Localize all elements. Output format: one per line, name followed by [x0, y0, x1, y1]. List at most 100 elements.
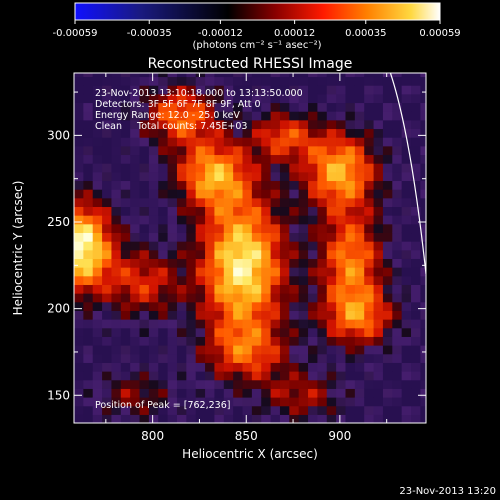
heatmap-cell: [401, 397, 412, 407]
heatmap-cell: [251, 327, 262, 337]
heatmap-cell: [139, 284, 150, 294]
heatmap-cell: [120, 345, 131, 355]
heatmap-cell: [373, 249, 384, 259]
heatmap-cell: [354, 119, 365, 130]
heatmap-cell: [176, 284, 187, 294]
heatmap-cell: [242, 93, 253, 104]
heatmap-cell: [167, 111, 178, 121]
heatmap-cell: [392, 379, 403, 389]
heatmap-cell: [354, 371, 365, 381]
heatmap-cell: [261, 73, 272, 78]
heatmap-cell: [120, 319, 131, 329]
heatmap-cell: [261, 310, 272, 320]
heatmap-cell: [120, 310, 131, 320]
x-axis-label: Heliocentric X (arcsec): [182, 447, 318, 461]
x-tick-label: 900: [328, 429, 351, 443]
heatmap-cell: [130, 119, 141, 130]
y-tick-label: 300: [47, 128, 70, 142]
heatmap-cell: [298, 137, 309, 147]
heatmap-cell: [401, 405, 412, 415]
heatmap-cell: [167, 163, 178, 173]
heatmap-cell: [176, 275, 187, 285]
heatmap-cell: [205, 145, 216, 156]
heatmap-cell: [167, 249, 178, 259]
heatmap-cell: [364, 379, 375, 389]
heatmap-cell: [298, 284, 309, 294]
heatmap-cell: [289, 223, 300, 234]
heatmap-cell: [420, 379, 426, 389]
heatmap-cell: [354, 362, 365, 372]
heatmap-cell: [317, 128, 328, 138]
heatmap-cell: [261, 379, 272, 389]
heatmap-cell: [223, 327, 234, 337]
heatmap-cell: [382, 362, 393, 372]
heatmap-cell: [111, 215, 122, 225]
heatmap-cell: [223, 275, 234, 285]
heatmap-cell: [289, 73, 300, 78]
heatmap-cell: [205, 73, 216, 78]
heatmap-cell: [205, 119, 216, 130]
heatmap-cell: [186, 319, 197, 329]
heatmap-cell: [102, 137, 113, 147]
heatmap-cell: [214, 388, 225, 398]
heatmap-cell: [83, 249, 94, 259]
heatmap-cell: [139, 397, 150, 407]
heatmap-cell: [289, 163, 300, 173]
heatmap-cell: [92, 362, 103, 372]
heatmap-cell: [223, 319, 234, 329]
heatmap-cell: [326, 310, 337, 320]
heatmap-cell: [233, 414, 244, 423]
heatmap-cell: [411, 371, 421, 381]
heatmap-cell: [270, 345, 281, 355]
heatmap-cell: [111, 137, 122, 147]
heatmap-cell: [167, 310, 178, 320]
heatmap-cell: [420, 137, 426, 147]
heatmap-cell: [195, 145, 206, 156]
heatmap-cell: [401, 163, 412, 173]
heatmap-cell: [298, 73, 309, 78]
heatmap-cell: [270, 267, 281, 277]
heatmap-cell: [279, 145, 290, 156]
heatmap-cell: [261, 223, 272, 234]
heatmap-cell: [130, 405, 141, 415]
heatmap-cell: [261, 405, 272, 415]
heatmap-cell: [345, 180, 356, 190]
heatmap-cell: [223, 93, 234, 104]
heatmap-cell: [139, 293, 150, 303]
heatmap-cell: [111, 119, 122, 130]
heatmap-cell: [308, 249, 319, 259]
heatmap-cell: [148, 371, 159, 381]
heatmap-cell: [317, 119, 328, 130]
heatmap-cell: [345, 249, 356, 259]
heatmap-cell: [336, 353, 347, 363]
heatmap-cell: [148, 293, 159, 303]
heatmap-cell: [382, 128, 393, 138]
heatmap-cell: [214, 336, 225, 346]
heatmap-cell: [139, 73, 150, 78]
heatmap-cell: [130, 85, 141, 95]
heatmap-cell: [139, 180, 150, 190]
heatmap-cell: [242, 353, 253, 363]
heatmap-cell: [336, 397, 347, 407]
heatmap-cell: [214, 163, 225, 173]
heatmap-cell: [251, 197, 262, 208]
heatmap-cell: [111, 353, 122, 363]
heatmap-cell: [420, 76, 426, 86]
heatmap-cell: [167, 180, 178, 190]
heatmap-cell: [120, 111, 131, 121]
heatmap-cell: [308, 128, 319, 138]
heatmap-cell: [102, 293, 113, 303]
heatmap-cell: [83, 163, 94, 173]
heatmap-cell: [392, 336, 403, 346]
heatmap-cell: [364, 353, 375, 363]
heatmap-cell: [326, 119, 337, 130]
heatmap-cell: [148, 379, 159, 389]
heatmap-cell: [158, 249, 169, 259]
heatmap-cell: [326, 371, 337, 381]
heatmap-cell: [92, 327, 103, 337]
heatmap-cell: [148, 93, 159, 104]
heatmap-cell: [308, 267, 319, 277]
heatmap-cell: [420, 171, 426, 182]
heatmap-cell: [336, 362, 347, 372]
heatmap-cell: [139, 388, 150, 398]
